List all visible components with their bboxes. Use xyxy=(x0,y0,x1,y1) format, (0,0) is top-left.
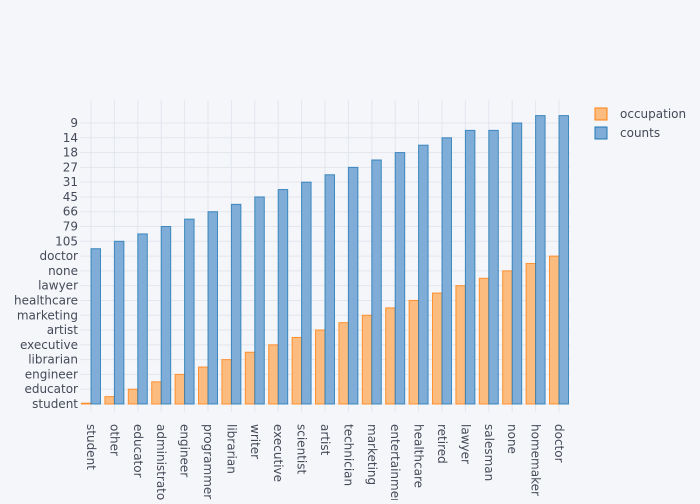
occupation-bar xyxy=(174,373,186,405)
counts-bar xyxy=(301,181,312,405)
counts-bar xyxy=(113,240,125,405)
y-tick-label: 18 xyxy=(63,146,78,160)
occupation-bar xyxy=(455,285,466,405)
occupation-bar xyxy=(315,329,326,405)
y-tick-label: engineer xyxy=(25,367,78,381)
occupation-bar xyxy=(198,366,209,405)
counts-bar xyxy=(371,159,382,405)
occupation-bar xyxy=(81,402,92,405)
counts-bar xyxy=(230,203,242,405)
x-tick-label: writer xyxy=(248,424,262,459)
y-tick-label: artist xyxy=(47,323,79,337)
legend[interactable]: occupation counts xyxy=(594,107,686,140)
counts-bar xyxy=(347,166,359,405)
counts-bar xyxy=(535,115,546,405)
x-axis-ticks: student other educator administrator enginee… xyxy=(84,424,566,504)
x-tick-label: lawyer xyxy=(458,424,472,464)
occupation-bar xyxy=(127,388,139,405)
counts-bar xyxy=(394,152,406,405)
counts-bar xyxy=(137,233,148,405)
counts-legend-swatch xyxy=(594,126,608,140)
x-tick-label: none xyxy=(505,424,519,454)
y-tick-label: 66 xyxy=(63,205,78,219)
occupation-legend-label: occupation xyxy=(620,107,686,121)
x-tick-label: marketing xyxy=(365,424,379,485)
y-tick-label: lawyer xyxy=(38,279,78,293)
occupation-legend-swatch xyxy=(594,107,608,121)
counts-bar xyxy=(207,211,218,405)
x-tick-label: salesman xyxy=(482,424,496,481)
counts-bar xyxy=(488,129,499,405)
occupation-bar xyxy=(478,277,490,405)
counts-bar xyxy=(184,218,195,405)
x-tick-label: engineer xyxy=(178,424,192,477)
y-tick-label: doctor xyxy=(39,249,78,263)
occupation-bar xyxy=(221,359,232,405)
y-tick-label: 79 xyxy=(63,220,78,234)
x-tick-label: administrator xyxy=(154,424,168,500)
occupation-bar xyxy=(291,336,303,405)
x-tick-label: entertainment xyxy=(388,424,402,500)
bars xyxy=(81,115,569,405)
occupation-bar xyxy=(549,255,560,405)
occupation-bar xyxy=(432,292,443,405)
y-tick-label: educator xyxy=(24,382,78,396)
occupation-bar xyxy=(244,351,256,405)
occupation-bar xyxy=(502,270,513,405)
occupation-bar xyxy=(104,396,115,405)
counts-bar xyxy=(464,129,476,405)
counts-legend-label: counts xyxy=(620,126,660,140)
y-tick-label: none xyxy=(48,264,78,278)
x-tick-label: educator xyxy=(131,424,145,478)
x-tick-label: doctor xyxy=(552,424,566,463)
y-tick-label: librarian xyxy=(28,353,78,367)
x-tick-label: student xyxy=(84,424,98,470)
occupation-bar xyxy=(385,307,396,405)
counts-bar xyxy=(90,248,101,405)
x-tick-label: technician xyxy=(341,424,355,486)
counts-bar xyxy=(324,174,335,405)
y-tick-label: student xyxy=(32,397,78,411)
occupation-bar xyxy=(525,262,537,405)
counts-bar xyxy=(254,196,265,405)
x-tick-label: programmer xyxy=(201,424,215,499)
y-tick-label: 45 xyxy=(63,190,78,204)
counts-bar xyxy=(160,226,172,405)
x-tick-label: retired xyxy=(435,424,449,464)
x-tick-label: librarian xyxy=(224,424,238,474)
y-tick-label: marketing xyxy=(17,308,78,322)
y-tick-label: 27 xyxy=(63,160,78,174)
occupation-bar xyxy=(338,322,349,405)
counts-bar xyxy=(558,115,569,405)
y-tick-label: 31 xyxy=(63,175,78,189)
counts-bar xyxy=(511,122,523,405)
x-tick-label: artist xyxy=(318,424,332,456)
x-tick-label: executive xyxy=(271,424,285,482)
y-tick-label: executive xyxy=(20,338,78,352)
y-tick-label: healthcare xyxy=(14,293,78,307)
counts-bar xyxy=(441,137,452,405)
y-tick-label: 9 xyxy=(70,116,78,130)
counts-bar xyxy=(418,144,429,405)
occupation-bar xyxy=(361,314,373,405)
x-tick-label: homemaker xyxy=(529,424,543,496)
occupation-bar xyxy=(151,381,162,405)
occupation-bar xyxy=(408,299,420,405)
x-tick-label: scientist xyxy=(295,424,309,474)
x-tick-label: healthcare xyxy=(412,424,426,488)
y-axis-ticks: studenteducatorengineerlibrarianexecutiv… xyxy=(14,116,78,411)
y-tick-label: 105 xyxy=(55,234,78,248)
occupation-bar xyxy=(268,344,279,405)
counts-bar xyxy=(277,189,289,405)
y-tick-label: 14 xyxy=(63,131,78,145)
x-tick-label: other xyxy=(107,424,121,456)
